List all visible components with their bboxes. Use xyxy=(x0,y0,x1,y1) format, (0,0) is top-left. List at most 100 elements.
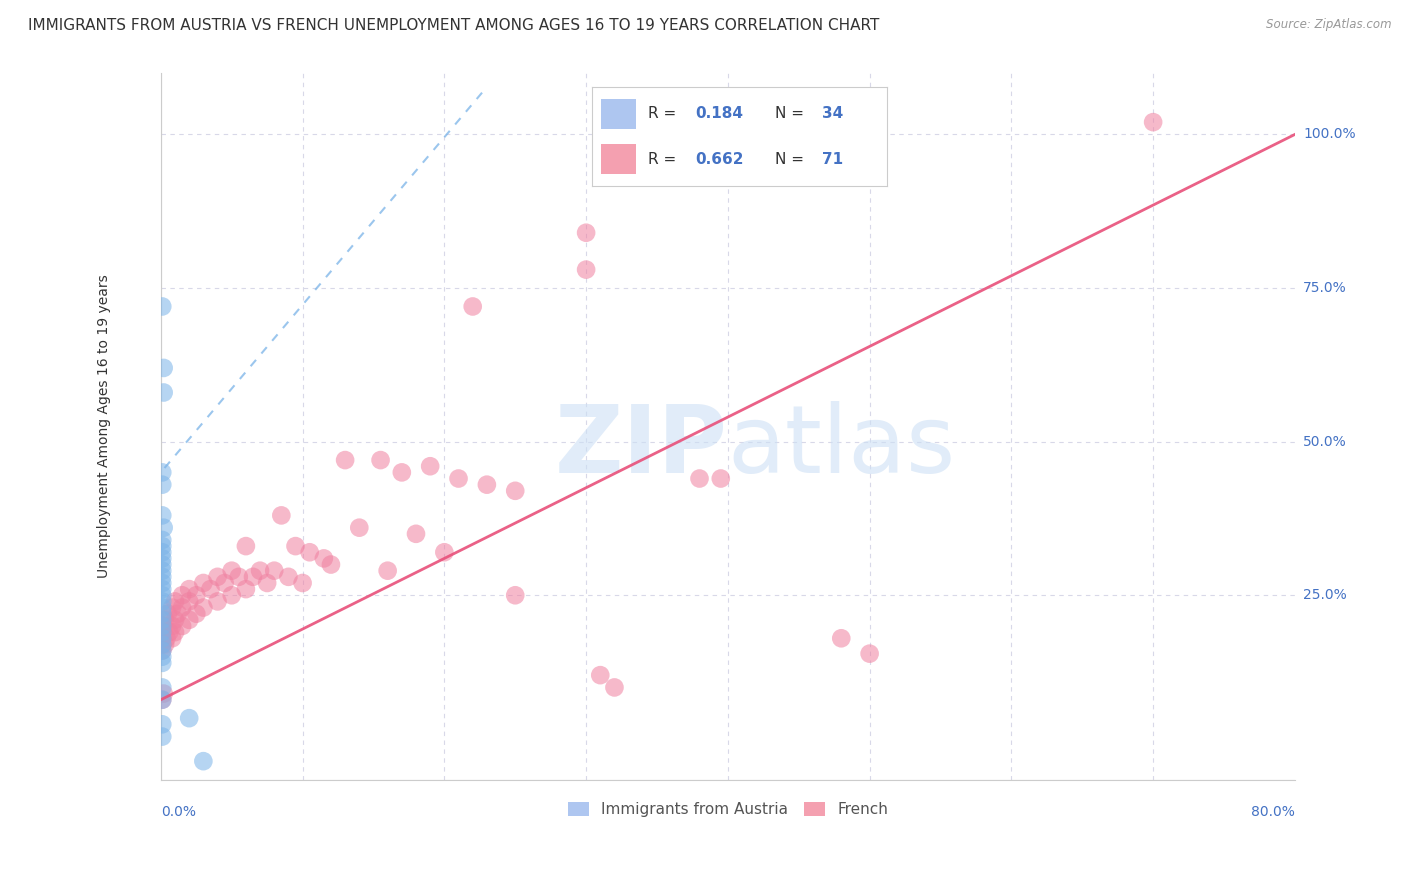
Point xyxy=(150,692,173,706)
Point xyxy=(150,649,173,664)
Point xyxy=(391,466,413,480)
Point xyxy=(153,637,176,651)
Point xyxy=(193,754,215,768)
Point xyxy=(150,558,173,572)
Point xyxy=(150,692,173,706)
Point xyxy=(284,539,307,553)
Point xyxy=(859,647,882,661)
Point xyxy=(152,687,174,701)
Point xyxy=(186,588,208,602)
Point xyxy=(172,619,194,633)
Point xyxy=(447,471,470,485)
Point xyxy=(298,545,321,559)
Point xyxy=(349,521,371,535)
Legend: Immigrants from Austria, French: Immigrants from Austria, French xyxy=(560,794,896,825)
Text: ZIP: ZIP xyxy=(555,401,728,493)
Point xyxy=(270,508,292,523)
Point xyxy=(207,570,229,584)
Point xyxy=(830,632,852,646)
Point xyxy=(186,607,208,621)
Point xyxy=(150,632,173,646)
Point xyxy=(193,600,215,615)
Point xyxy=(160,600,183,615)
Point xyxy=(242,570,264,584)
Point xyxy=(1142,115,1164,129)
Point xyxy=(461,300,484,314)
Point xyxy=(475,477,498,491)
Text: 75.0%: 75.0% xyxy=(1303,281,1347,295)
Point xyxy=(503,588,526,602)
Point xyxy=(150,625,173,640)
Point xyxy=(150,619,173,633)
Point xyxy=(150,539,173,553)
Point xyxy=(150,625,173,640)
Point xyxy=(277,570,299,584)
Point xyxy=(150,466,173,480)
Point xyxy=(333,453,356,467)
Point xyxy=(319,558,342,572)
Point xyxy=(193,576,215,591)
Point xyxy=(179,613,201,627)
Point xyxy=(179,711,201,725)
Point xyxy=(172,588,194,602)
Point xyxy=(370,453,392,467)
Text: 25.0%: 25.0% xyxy=(1303,588,1347,602)
Point xyxy=(263,564,285,578)
Point xyxy=(150,576,173,591)
Point xyxy=(312,551,335,566)
Point xyxy=(249,564,271,578)
Point xyxy=(172,600,194,615)
Point xyxy=(150,643,173,657)
Point xyxy=(150,681,173,695)
Point xyxy=(150,643,173,657)
Point xyxy=(689,471,711,485)
Point xyxy=(589,668,612,682)
Point xyxy=(150,477,173,491)
Point xyxy=(150,600,173,615)
Point xyxy=(214,576,236,591)
Text: Unemployment Among Ages 16 to 19 years: Unemployment Among Ages 16 to 19 years xyxy=(97,275,111,578)
Point xyxy=(433,545,456,559)
Point xyxy=(256,576,278,591)
Point xyxy=(150,582,173,596)
Point xyxy=(291,576,314,591)
Point xyxy=(152,360,174,375)
Text: 50.0%: 50.0% xyxy=(1303,434,1347,449)
Point xyxy=(153,613,176,627)
Point xyxy=(150,564,173,578)
Point xyxy=(179,582,201,596)
Point xyxy=(235,539,257,553)
Text: atlas: atlas xyxy=(728,401,956,493)
Point xyxy=(163,594,186,608)
Point xyxy=(150,551,173,566)
Point xyxy=(228,570,250,584)
Point xyxy=(152,619,174,633)
Point xyxy=(150,300,173,314)
Point xyxy=(150,588,173,602)
Point xyxy=(575,262,598,277)
Point xyxy=(163,613,186,627)
Point xyxy=(200,582,222,596)
Point xyxy=(150,594,173,608)
Point xyxy=(150,637,173,651)
Point xyxy=(503,483,526,498)
Point xyxy=(155,632,177,646)
Point xyxy=(152,521,174,535)
Point xyxy=(150,632,173,646)
Text: 80.0%: 80.0% xyxy=(1251,805,1295,819)
Text: IMMIGRANTS FROM AUSTRIA VS FRENCH UNEMPLOYMENT AMONG AGES 16 TO 19 YEARS CORRELA: IMMIGRANTS FROM AUSTRIA VS FRENCH UNEMPL… xyxy=(28,18,880,33)
Point xyxy=(150,508,173,523)
Point xyxy=(150,637,173,651)
Point xyxy=(150,730,173,744)
Point xyxy=(163,625,186,640)
Point xyxy=(166,607,188,621)
Text: 0.0%: 0.0% xyxy=(160,805,195,819)
Point xyxy=(235,582,257,596)
Point xyxy=(160,632,183,646)
Point xyxy=(150,545,173,559)
Text: 100.0%: 100.0% xyxy=(1303,128,1355,142)
Point xyxy=(377,564,399,578)
Point xyxy=(603,681,626,695)
Point xyxy=(221,564,243,578)
Point xyxy=(150,717,173,731)
